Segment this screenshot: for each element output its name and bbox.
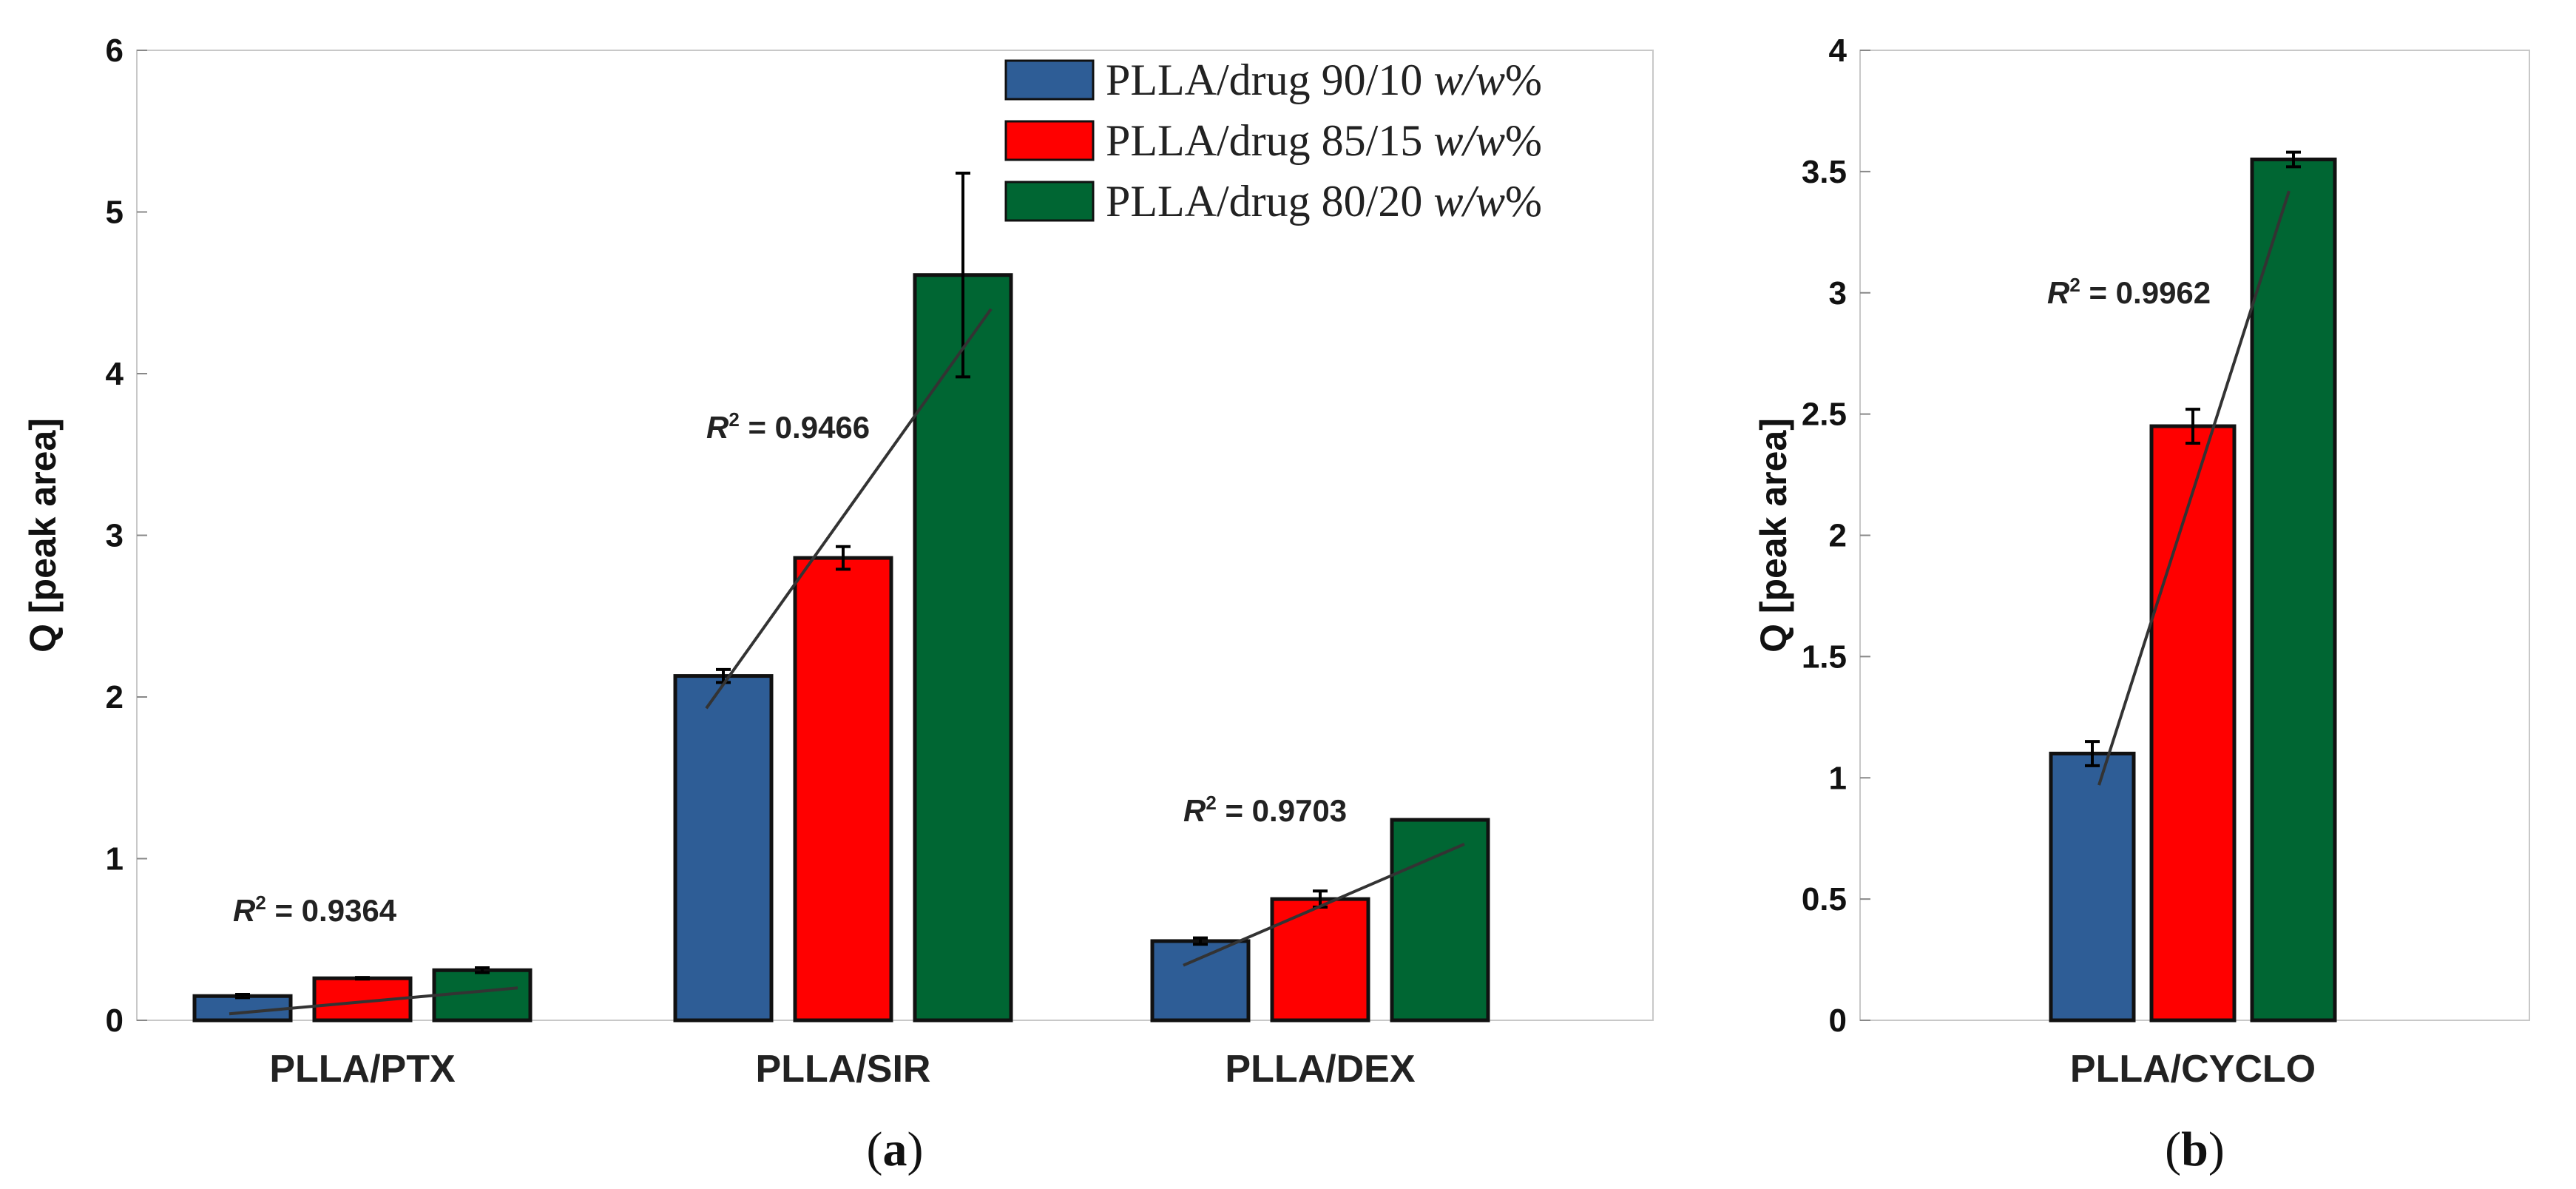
bar [2250, 157, 2337, 1023]
y-tick-label: 0 [1829, 1003, 1847, 1039]
y-tick-label: 0 [106, 1003, 124, 1039]
fit-line [1183, 842, 1465, 967]
chart-panel-b: 0 0.5 1 1.5 2 2.5 3 3.5 4 Q [peak area] PLLA/CYCLO… [1753, 33, 2530, 1176]
bar [793, 556, 893, 1023]
bar [1150, 939, 1251, 1023]
y-tick-label: 2 [1829, 518, 1847, 554]
legend-swatch [1004, 120, 1095, 161]
y-tick-label: 4 [1829, 33, 1848, 69]
panel-label: (b) [2165, 1122, 2225, 1176]
r-squared-label: R2 = 0.9466 [706, 408, 870, 445]
chart-panel-a: 0 1 2 3 4 5 6 Q [peak area] PLLA/PTX PLLA/SIR PLLA… [22, 33, 1654, 1176]
bar [673, 674, 774, 1023]
category-label: PLLA/SIR [756, 1048, 931, 1091]
y-tick-label: 3 [1829, 275, 1847, 311]
bar [1390, 818, 1490, 1023]
y-tick-label: 3.5 [1802, 154, 1847, 190]
y-tick-label: 1.5 [1802, 639, 1847, 675]
y-tick-label: 2 [106, 679, 124, 715]
legend-swatch [1004, 59, 1095, 101]
bar [2149, 424, 2237, 1023]
fit-line [705, 308, 993, 710]
y-axis-label: Q [peak area] [22, 418, 64, 653]
panel-label: (a) [867, 1122, 924, 1176]
category-label: PLLA/CYCLO [2070, 1048, 2316, 1091]
fit-line [229, 986, 518, 1016]
r-squared-label: R2 = 0.9364 [233, 892, 397, 928]
fit-line [2097, 190, 2291, 786]
y-tick-label: 1 [1829, 760, 1847, 796]
legend-label: PLLA/drug 85/15 w/w% [1106, 116, 1542, 165]
y-tick-label: 2.5 [1802, 397, 1847, 433]
y-tick-label: 3 [106, 518, 124, 554]
r-squared-label: R2 = 0.9962 [2047, 274, 2211, 310]
category-label: PLLA/DEX [1225, 1048, 1415, 1091]
bar [2049, 751, 2136, 1023]
y-tick-label: 1 [106, 841, 124, 878]
y-tick-label: 5 [106, 195, 124, 231]
r-squared-label: R2 = 0.9703 [1183, 792, 1347, 828]
y-axis-label: Q [peak area] [1753, 418, 1794, 653]
y-tick-label: 0.5 [1802, 881, 1847, 917]
legend: PLLA/drug 90/10 w/w% PLLA/drug 85/15 w/w%… [1004, 55, 1542, 226]
category-label: PLLA/PTX [269, 1048, 456, 1091]
y-tick-label: 4 [106, 356, 124, 392]
legend-swatch [1004, 181, 1095, 222]
bar [913, 273, 1013, 1023]
legend-label: PLLA/drug 80/20 w/w% [1106, 177, 1542, 226]
legend-label: PLLA/drug 90/10 w/w% [1106, 55, 1542, 104]
bar [1270, 897, 1370, 1023]
y-tick-label: 6 [106, 33, 124, 69]
